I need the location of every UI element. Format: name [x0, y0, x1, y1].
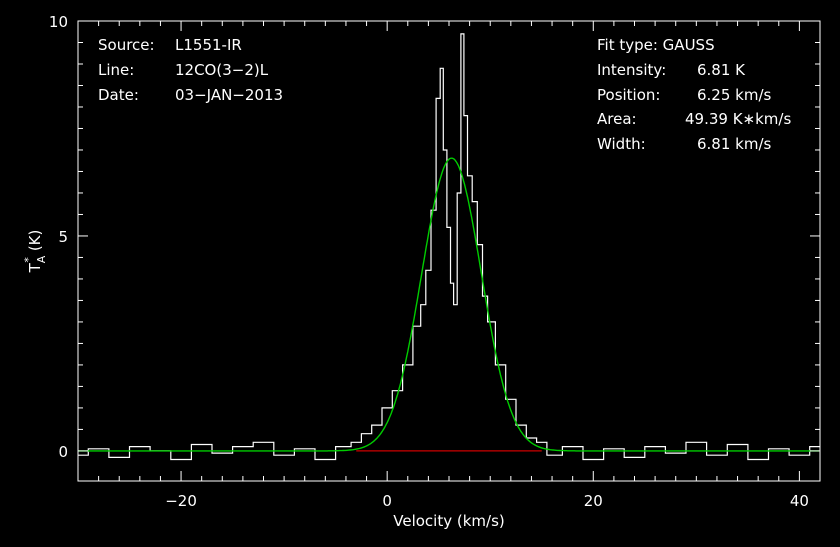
y-label-unit: (K) — [26, 230, 44, 252]
chart-marks — [78, 33, 820, 461]
line-label: Line: — [98, 61, 134, 79]
intensity-label: Intensity: — [597, 61, 666, 79]
x-tick-label: 20 — [584, 492, 603, 510]
width-label: Width: — [597, 135, 646, 153]
x-tick-label: −20 — [165, 492, 197, 510]
area-label: Area: — [597, 110, 637, 128]
gauss-fit-line — [78, 157, 819, 452]
x-axis-label: Velocity (km/s) — [393, 512, 504, 530]
y-label-sub: A — [35, 255, 48, 263]
width-value: 6.81 km/s — [697, 135, 772, 153]
y-tick-label: 5 — [58, 228, 68, 246]
date-value: 03−JAN−2013 — [175, 86, 283, 104]
source-value: L1551-IR — [175, 36, 242, 54]
y-tick-label: 0 — [58, 443, 68, 461]
y-tick-label: 10 — [49, 13, 68, 31]
x-tick-label: 40 — [790, 492, 809, 510]
y-label-sup: * — [22, 257, 35, 263]
svg-text:TA*(K): TA* (K) — [22, 230, 48, 274]
position-label: Position: — [597, 86, 660, 104]
spectrum-line — [78, 33, 820, 461]
y-label-main: T — [26, 262, 44, 273]
source-label: Source: — [98, 36, 155, 54]
intensity-value: 6.81 K — [697, 61, 746, 79]
area-value: 49.39 K∗km/s — [685, 110, 791, 128]
fit-type-text: Fit type: GAUSS — [597, 36, 715, 54]
date-label: Date: — [98, 86, 139, 104]
x-tick-label: 0 — [382, 492, 392, 510]
y-axis-label: TA* (K) — [22, 230, 48, 274]
line-value: 12CO(3−2)L — [175, 61, 269, 79]
position-value: 6.25 km/s — [697, 86, 772, 104]
axis-ticks: −20 0 20 40 0 5 10 — [49, 13, 821, 510]
